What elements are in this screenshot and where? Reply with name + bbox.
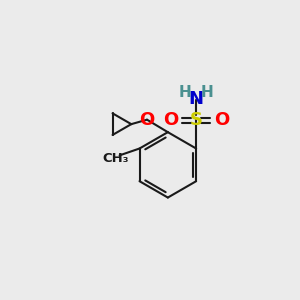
Text: O: O <box>140 111 155 129</box>
Text: N: N <box>189 90 204 108</box>
Text: H: H <box>178 85 191 100</box>
Text: O: O <box>163 111 178 129</box>
Text: S: S <box>190 111 202 129</box>
Text: CH₃: CH₃ <box>103 152 129 165</box>
Text: H: H <box>201 85 214 100</box>
Text: O: O <box>214 111 230 129</box>
